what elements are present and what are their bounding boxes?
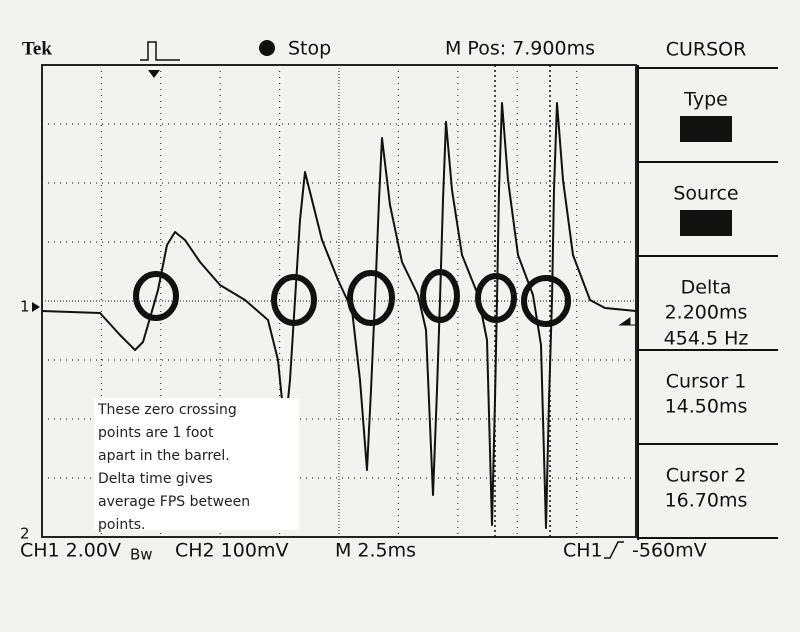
annotation-line: These zero crossing [97, 402, 237, 418]
circle-mark [475, 273, 517, 323]
stop-icon [259, 40, 275, 56]
ch1-marker-arrow [32, 302, 40, 312]
ch1-scale: CH1 2.00V [20, 540, 121, 562]
trigger-level: -560mV [632, 540, 707, 562]
annotation-line: Delta time gives [98, 471, 213, 487]
menu-title: CURSOR [666, 39, 747, 61]
trigger-slope [604, 541, 624, 559]
menu-value: 2.200ms [665, 302, 748, 324]
menu-value-box [680, 210, 732, 236]
ch2-scale: CH2 100mV [175, 540, 288, 562]
menu-label: Cursor 2 [666, 465, 747, 487]
waveform [41, 102, 637, 529]
trigger-icon [140, 41, 180, 61]
menu-label: Cursor 1 [666, 371, 747, 393]
annotation-line: points. [98, 517, 145, 533]
trigger-position-arrow [148, 70, 160, 78]
circle-mark [271, 274, 317, 326]
annotation-line: average FPS between [98, 494, 250, 510]
menu-value: 14.50ms [665, 396, 748, 418]
graticule-grid [42, 65, 636, 537]
menu-value: CH1 [686, 212, 726, 234]
brand: Tek [22, 38, 52, 59]
circle-mark [420, 269, 460, 323]
menu-panel: Type Time Source CH1 Delta 2.200ms 454.5 Hz Cur… [637, 65, 778, 540]
ch2-marker: 2 [20, 525, 30, 543]
timebase: M 2.5ms [335, 540, 416, 562]
menu-label: Delta [681, 277, 732, 299]
circle-mark [347, 270, 395, 326]
bandwidth-limit: Bw [130, 546, 153, 564]
annotation: These zero crossing points are 1 foot apar… [97, 402, 250, 533]
menu-value-box [680, 116, 732, 142]
trigger-level-arrow [618, 317, 636, 326]
circle-mark [133, 271, 179, 321]
annotation-line: apart in the barrel. [98, 448, 230, 464]
menu-value: 454.5 Hz [664, 328, 749, 350]
menu-value: 16.70ms [665, 490, 748, 512]
annotation-line: points are 1 foot [98, 425, 214, 441]
menu-label: Type [683, 89, 728, 111]
circle-mark [521, 275, 571, 327]
zero-crossing-marks [133, 269, 571, 327]
trigger-source: CH1 [563, 540, 603, 562]
menu-value: Time [682, 118, 730, 140]
m-position: M Pos: 7.900ms [445, 38, 595, 60]
menu-label: Source [673, 183, 738, 205]
ch1-marker: 1 [20, 298, 30, 316]
run-state: Stop [288, 38, 331, 60]
annotation-box [94, 398, 299, 530]
